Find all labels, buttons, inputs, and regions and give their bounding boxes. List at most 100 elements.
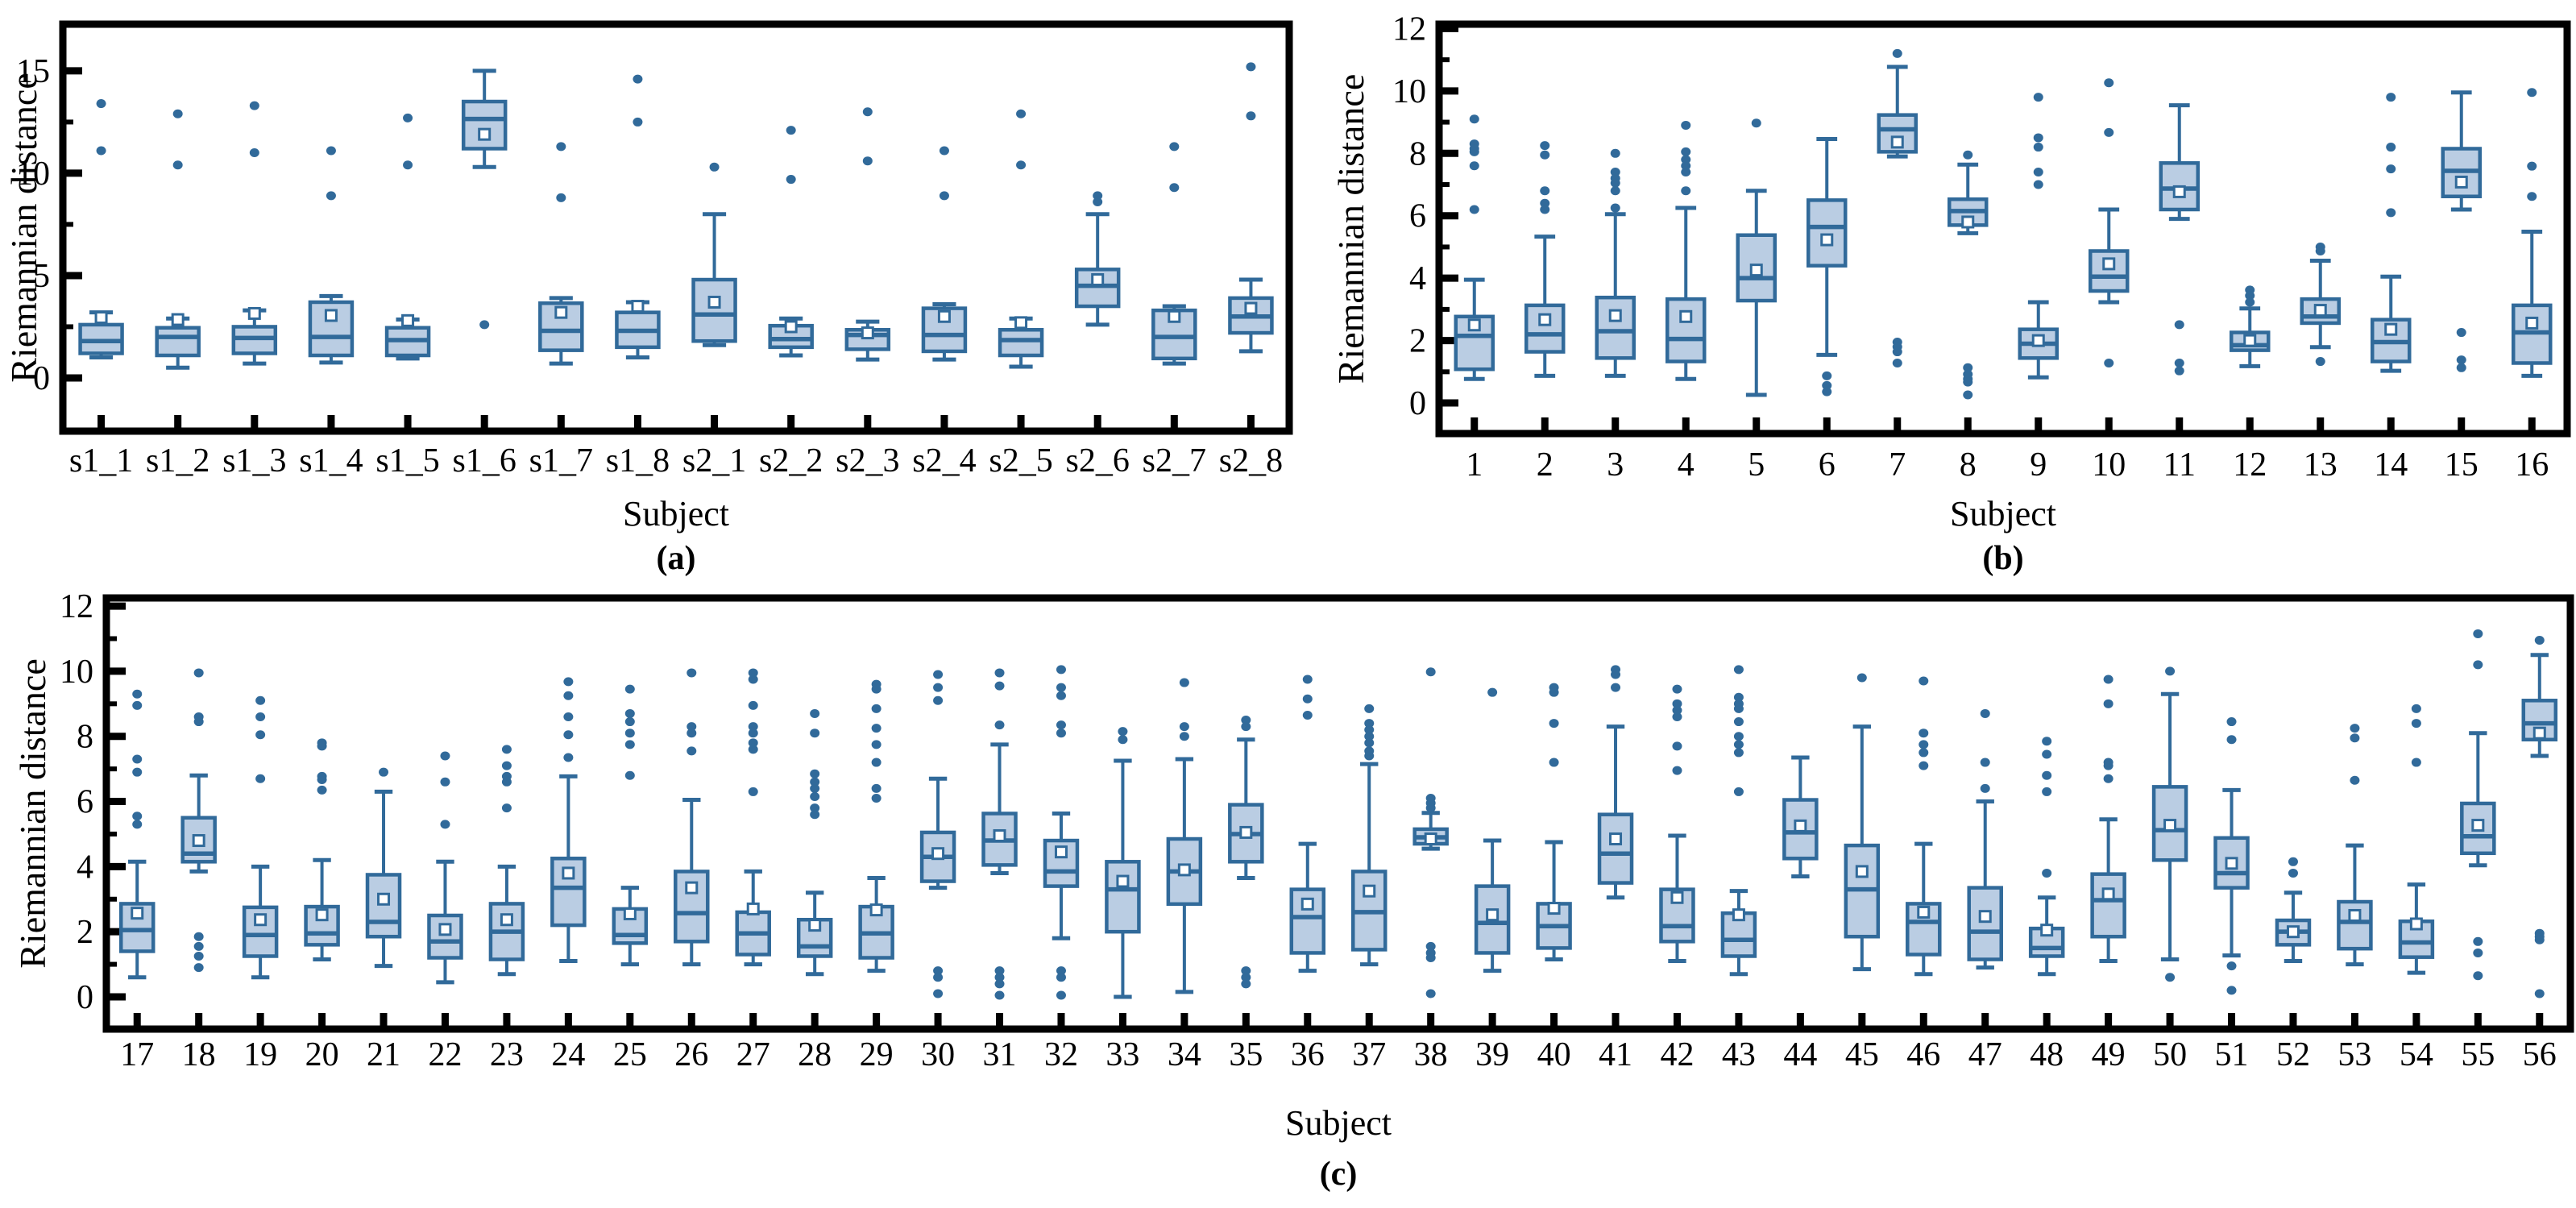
outlier-dot — [132, 754, 143, 764]
outlier-dot — [1822, 380, 1832, 390]
x-tick-label: 32 — [1044, 1036, 1078, 1073]
outlier-dot — [871, 704, 881, 713]
outlier-dot — [1856, 673, 1867, 683]
outlier-dot — [2288, 857, 2298, 866]
y-tick-label: 15 — [16, 53, 50, 90]
outlier-dot — [1241, 716, 1251, 725]
x-tick-label: s1_4 — [299, 442, 363, 479]
outlier-dot — [1487, 687, 1498, 697]
outlier-dot — [1425, 803, 1436, 813]
outlier-dot — [2104, 127, 2114, 137]
y-tick-label: 8 — [1409, 135, 1426, 172]
plot-frame — [59, 20, 1293, 435]
outlier-dot — [1892, 358, 1902, 367]
box-group — [2460, 629, 2496, 981]
mean-marker — [861, 326, 874, 340]
outlier-dot — [326, 191, 336, 201]
outlier-dot — [1681, 147, 1691, 156]
x-tick-label: 10 — [2092, 446, 2126, 484]
outlier-dot — [748, 787, 758, 796]
outlier-dot — [748, 729, 758, 738]
outlier-dot — [2315, 357, 2325, 367]
x-tick-label: 1 — [1466, 446, 1483, 484]
box-rect — [2300, 297, 2341, 326]
x-tick-label: 33 — [1105, 1036, 1139, 1073]
outlier-dot — [2165, 973, 2176, 982]
outlier-dot — [1093, 197, 1103, 206]
outlier-dot — [132, 767, 143, 777]
mean-marker — [171, 313, 185, 326]
outlier-dot — [501, 803, 512, 813]
outlier-dot — [933, 683, 944, 692]
mean-marker — [685, 881, 699, 895]
box-group — [1877, 48, 1918, 367]
x-tick-label: 46 — [1906, 1036, 1940, 1073]
box-group — [1105, 727, 1141, 999]
y-tick-label: 10 — [16, 156, 50, 193]
outlier-dot — [687, 722, 697, 732]
mean-marker — [1244, 301, 1258, 315]
outlier-dot — [440, 820, 450, 829]
box-rect — [1474, 884, 1511, 955]
outlier-dot — [1056, 720, 1066, 730]
outlier-dot — [2386, 208, 2396, 218]
outlier-dot — [1364, 725, 1375, 735]
outlier-dot — [2350, 775, 2360, 785]
outlier-dot — [2033, 168, 2043, 177]
y-tick-label: 12 — [1392, 10, 1426, 48]
outlier-dot — [2165, 666, 2176, 676]
outlier-dot — [871, 724, 881, 733]
box-rect — [2090, 872, 2126, 939]
outlier-dot — [748, 700, 758, 710]
x-tick-label: 4 — [1678, 446, 1695, 484]
outlier-dot — [193, 951, 204, 961]
mean-marker — [1363, 884, 1376, 898]
outlier-dot — [563, 677, 574, 687]
mean-marker — [1794, 819, 1807, 832]
outlier-dot — [1672, 741, 1682, 751]
x-tick-label: 26 — [674, 1036, 708, 1073]
mean-marker — [192, 834, 205, 848]
outlier-dot — [1540, 141, 1550, 151]
box-group — [768, 126, 814, 358]
box-group — [2398, 704, 2435, 975]
x-tick-label: 55 — [2461, 1036, 2495, 1073]
x-tick-label: 51 — [2215, 1036, 2249, 1073]
outlier-dot — [1364, 719, 1375, 729]
outlier-dot — [2527, 161, 2537, 171]
outlier-dot — [1016, 109, 1027, 118]
outlier-dot — [2226, 735, 2237, 745]
box-group — [612, 684, 649, 967]
x-tick-label: 27 — [736, 1036, 770, 1073]
x-tick-label: 36 — [1291, 1036, 1325, 1073]
outlier-dot — [1056, 665, 1066, 675]
outlier-dot — [1056, 683, 1066, 692]
mean-marker — [869, 903, 883, 917]
outlier-dot — [871, 758, 881, 767]
outlier-dot — [2315, 246, 2325, 255]
x-tick-label: 53 — [2337, 1036, 2371, 1073]
box-rect — [1105, 860, 1141, 934]
outlier-dot — [2103, 699, 2113, 708]
plot-frame — [1435, 20, 2571, 438]
mean-marker — [1467, 318, 1481, 332]
x-tick-label: s1_1 — [69, 442, 133, 479]
mean-marker — [746, 902, 760, 915]
outlier-dot — [2350, 724, 2360, 733]
box-group — [2337, 724, 2373, 967]
box-group — [2300, 242, 2341, 367]
outlier-dot — [2473, 948, 2483, 957]
box-group — [1228, 716, 1264, 989]
outlier-dot — [1118, 735, 1128, 745]
mean-marker — [2243, 334, 2257, 347]
outlier-dot — [1425, 989, 1436, 998]
mean-marker — [1116, 874, 1130, 888]
outlier-dot — [1733, 699, 1744, 708]
box-rect — [674, 870, 710, 944]
outlier-dot — [871, 679, 881, 689]
mean-marker — [1168, 309, 1181, 323]
outlier-dot — [994, 979, 1005, 989]
outlier-dot — [2473, 660, 2483, 670]
box-group — [1524, 141, 1566, 378]
